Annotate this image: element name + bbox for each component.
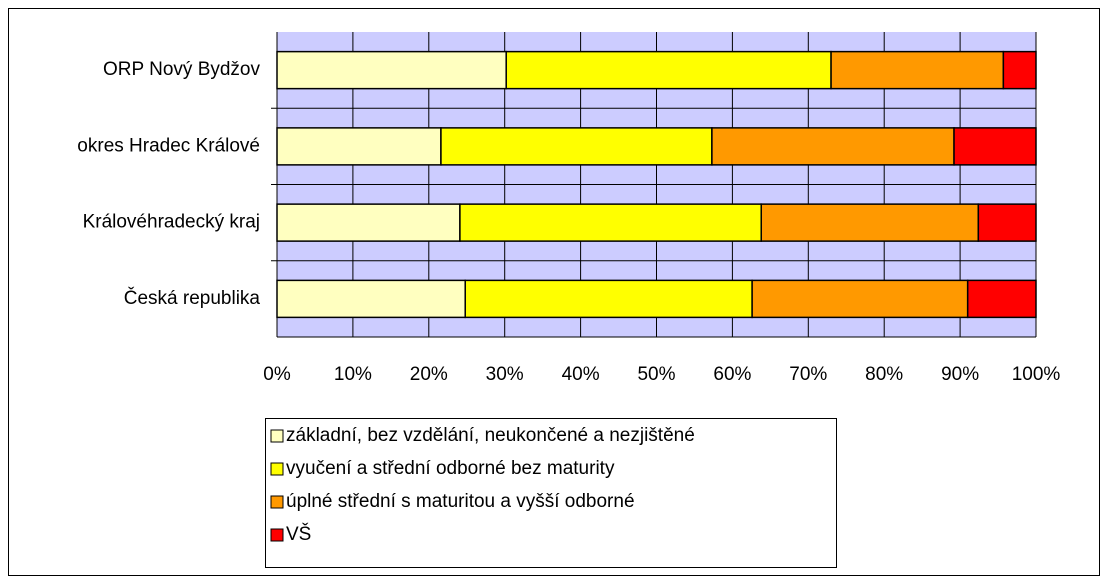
legend-swatch (270, 429, 284, 443)
x-tick-label: 90% (941, 364, 979, 385)
legend-swatch (270, 495, 284, 509)
bar-segment (276, 50, 507, 90)
bar-segment (953, 127, 1037, 166)
x-tick-label: 10% (334, 364, 372, 385)
legend-swatch (270, 528, 284, 542)
bar-segment (830, 50, 1005, 90)
bar-segment (276, 279, 466, 319)
x-tick-label: 40% (562, 364, 600, 385)
bar-segment (1002, 50, 1037, 90)
x-tick-label: 100% (1012, 364, 1061, 385)
x-tick-label: 70% (789, 364, 827, 385)
x-tick-label: 50% (637, 364, 675, 385)
y-tick-label: Česká republika (124, 287, 261, 309)
bar-segment (276, 127, 442, 166)
bar-segment (751, 279, 969, 319)
legend-label: VŠ (286, 523, 311, 545)
bar-segment (760, 203, 980, 242)
bar-segment (464, 279, 753, 319)
bar-segment (440, 127, 713, 166)
y-tick-label: Královéhradecký kraj (83, 212, 260, 233)
bar-segment (459, 203, 762, 242)
y-tick-label: ORP Nový Bydžov (103, 59, 260, 80)
x-tick-label: 30% (486, 364, 524, 385)
x-tick-label: 80% (865, 364, 903, 385)
legend-box (265, 418, 837, 568)
legend-label: úplné střední s maturitou a vyšší odborn… (286, 491, 635, 512)
bar-segment (966, 279, 1037, 319)
bar-segment (276, 203, 461, 242)
legend-swatch (270, 462, 284, 476)
legend-label: vyučení a střední odborné bez maturity (286, 458, 615, 479)
bar-segment (505, 50, 832, 90)
x-tick-label: 20% (410, 364, 448, 385)
bar-segment (977, 203, 1037, 242)
bar-segment (711, 127, 955, 166)
x-tick-label: 60% (713, 364, 751, 385)
y-tick-label: okres Hradec Králové (77, 135, 260, 156)
x-tick-label: 0% (263, 364, 291, 385)
legend-label: základní, bez vzdělání, neukončené a nez… (286, 425, 695, 446)
